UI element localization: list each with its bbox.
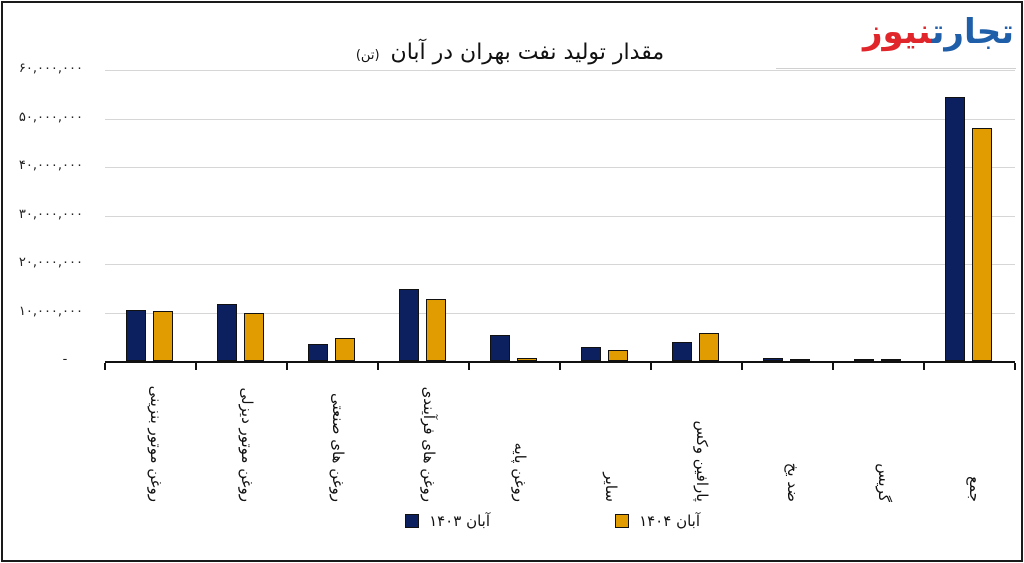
y-tick-label: ۵۰,۰۰۰,۰۰۰ [18, 109, 83, 125]
x-tick [104, 363, 106, 370]
x-tick [741, 363, 743, 370]
plot-area [105, 70, 1015, 361]
gridline [105, 118, 1015, 120]
bar-1403 [216, 304, 237, 361]
category-label: روغن های صنعتی [328, 392, 347, 502]
x-tick [377, 363, 379, 370]
legend-label-1404: آبان ۱۴۰۴ [639, 512, 700, 530]
legend-swatch-1404 [615, 514, 630, 528]
bar-1403 [125, 310, 146, 361]
bar-1404 [516, 357, 537, 361]
bar-1403 [671, 341, 692, 361]
bar-1403 [853, 359, 874, 361]
x-tick [286, 363, 288, 370]
site-logo: تجارتنیوز [862, 12, 1015, 52]
legend-item-1404: آبان ۱۴۰۴ [615, 512, 700, 530]
gridline [105, 312, 1015, 314]
bar-1404 [880, 359, 901, 361]
chart-title: مقدار تولید نفت بهران در آبان (تن) [300, 40, 720, 65]
gridline [105, 167, 1015, 168]
x-tick [832, 363, 834, 370]
legend-item-1403: آبان ۱۴۰۳ [405, 512, 490, 530]
category-label: روغن پایه [510, 442, 529, 502]
category-label: گریس [874, 463, 893, 502]
bar-1404 [334, 338, 355, 361]
gridline [105, 70, 1015, 71]
bar-1403 [489, 335, 510, 361]
title-text: مقدار تولید نفت بهران در آبان [390, 40, 665, 65]
bar-1403 [580, 346, 601, 361]
y-tick-label: ۲۰,۰۰۰,۰۰۰ [18, 255, 83, 270]
gridline [105, 264, 1015, 265]
bar-1403 [398, 289, 419, 361]
category-label: روغن موتور بنزینی [146, 385, 165, 502]
x-tick [923, 363, 925, 370]
bar-1404 [425, 298, 446, 361]
legend-swatch-1403 [405, 514, 420, 528]
x-tick [468, 363, 470, 370]
bar-1404 [789, 358, 810, 361]
y-tick-label: ۶۰,۰۰۰,۰۰۰ [18, 61, 83, 76]
bar-1404 [607, 349, 628, 361]
category-label: روغن های فرآیندی [419, 386, 438, 502]
x-tick [559, 363, 561, 370]
category-label: پارافین وکس [692, 420, 711, 502]
x-axis-line [105, 361, 1015, 363]
y-tick-label: ۱۰,۰۰۰,۰۰۰ [18, 303, 83, 319]
category-label: جمع [965, 476, 984, 502]
y-tick-label: ۴۰,۰۰۰,۰۰۰ [18, 158, 83, 173]
bar-1403 [944, 97, 965, 361]
x-tick [650, 363, 652, 370]
logo-divider [776, 68, 1016, 69]
y-tick-label: - [62, 352, 68, 367]
legend: آبان ۱۴۰۳ آبان ۱۴۰۴ [390, 512, 710, 534]
category-label: ضد یخ [783, 462, 802, 502]
bar-1404 [152, 311, 173, 361]
legend-label-1403: آبان ۱۴۰۳ [429, 512, 490, 530]
logo-part-tejarat: تجارت [931, 12, 1015, 52]
bar-1403 [307, 344, 328, 361]
bar-1404 [243, 313, 264, 361]
title-unit: (تن) [355, 48, 380, 63]
x-tick [1014, 363, 1016, 370]
gridline [105, 215, 1015, 217]
logo-part-news: نیوز [862, 12, 933, 52]
bar-1404 [971, 128, 992, 361]
x-tick [195, 363, 197, 370]
bar-1403 [762, 357, 783, 361]
category-label: سایر [601, 472, 620, 502]
bar-1404 [698, 333, 719, 361]
category-label: روغن موتور دیزلی [237, 387, 256, 502]
y-tick-label: ۳۰,۰۰۰,۰۰۰ [18, 206, 83, 222]
